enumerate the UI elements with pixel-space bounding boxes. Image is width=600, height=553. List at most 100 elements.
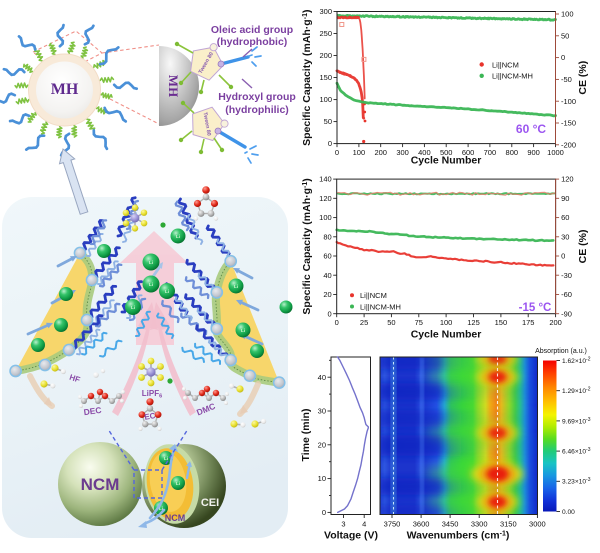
svg-text:Li: Li [234,284,238,289]
svg-text:Li: Li [176,234,180,239]
svg-text:LiPF6: LiPF6 [142,389,162,400]
svg-text:50: 50 [387,318,395,327]
svg-text:CE (%): CE (%) [577,61,589,95]
svg-text:120: 120 [319,194,332,203]
svg-text:150: 150 [495,318,508,327]
svg-text:100: 100 [440,318,453,327]
svg-text:0: 0 [335,318,339,327]
svg-text:140: 140 [319,175,332,184]
svg-text:CEI: CEI [201,497,219,509]
svg-text:25: 25 [360,318,368,327]
svg-text:0: 0 [328,139,332,148]
svg-text:300: 300 [319,7,332,16]
svg-text:1.62×10-2: 1.62×10-2 [562,356,591,365]
svg-text:200: 200 [319,51,332,60]
svg-text:NCM: NCM [81,475,120,494]
svg-text:3450: 3450 [442,520,459,529]
svg-text:Oleic acid group: Oleic acid group [211,24,293,36]
svg-text:Li: Li [165,289,169,294]
svg-text:Li||NCM-MH: Li||NCM-MH [360,303,401,312]
svg-text:100: 100 [353,148,366,157]
svg-text:Voltage (V): Voltage (V) [324,530,378,542]
svg-text:0: 0 [328,309,332,318]
svg-text:40: 40 [323,271,331,280]
svg-text:3: 3 [341,520,345,529]
svg-text:0: 0 [335,148,339,157]
svg-text:Li: Li [149,282,153,287]
svg-text:10: 10 [318,474,326,483]
svg-text:1.29×10-2: 1.29×10-2 [562,387,591,396]
svg-text:Li||NCM: Li||NCM [360,291,387,300]
svg-text:Hydroxyl group: Hydroxyl group [218,91,296,103]
svg-text:Time (min): Time (min) [300,409,312,462]
svg-text:100: 100 [561,10,574,19]
svg-text:600: 600 [462,148,475,157]
svg-text:Wavenumbers (cm-1): Wavenumbers (cm-1) [407,530,510,542]
svg-text:(hydrophobic): (hydrophobic) [217,36,288,48]
svg-text:3600: 3600 [413,520,430,529]
svg-text:Specific Capacity (mAh·g-1): Specific Capacity (mAh·g-1) [301,10,313,146]
svg-text:100: 100 [319,95,332,104]
svg-text:250: 250 [319,29,332,38]
svg-text:0.00: 0.00 [562,509,575,516]
svg-text:0: 0 [322,508,326,517]
svg-text:Li: Li [164,456,168,461]
svg-text:6.46×10-3: 6.46×10-3 [562,447,591,456]
svg-text:80: 80 [323,232,331,241]
svg-text:(hydrophilic): (hydrophilic) [225,104,289,116]
svg-text:700: 700 [484,148,497,157]
svg-text:150: 150 [319,73,332,82]
svg-text:50: 50 [561,31,569,40]
svg-text:50: 50 [324,117,332,126]
svg-text:3000: 3000 [529,520,546,529]
svg-text:Cycle Number: Cycle Number [411,329,482,341]
svg-text:30: 30 [561,232,569,241]
svg-text:-200: -200 [561,140,576,149]
svg-text:175: 175 [522,318,535,327]
svg-text:-90: -90 [561,309,572,318]
svg-text:75: 75 [415,318,423,327]
svg-text:CE (%): CE (%) [577,229,589,263]
svg-text:900: 900 [527,148,540,157]
svg-text:100: 100 [319,213,332,222]
svg-text:Li||NCM: Li||NCM [492,60,519,69]
svg-text:MH: MH [51,81,79,98]
svg-text:Cycle Number: Cycle Number [411,155,482,167]
svg-text:200: 200 [374,148,387,157]
svg-text:Li||NCM-MH: Li||NCM-MH [492,72,533,81]
svg-text:40: 40 [318,373,326,382]
svg-text:90: 90 [561,194,569,203]
svg-text:3.23×10-3: 3.23×10-3 [562,477,591,486]
svg-text:1000: 1000 [547,148,564,157]
svg-text:Li: Li [149,260,153,265]
svg-text:-50: -50 [561,75,572,84]
svg-text:120: 120 [561,175,574,184]
svg-text:3300: 3300 [471,520,488,529]
svg-text:-15 °C: -15 °C [519,302,552,314]
svg-text:400: 400 [418,148,431,157]
svg-text:60: 60 [323,252,331,261]
svg-text:300: 300 [396,148,409,157]
svg-text:Specific Capacity (mAh·g-1): Specific Capacity (mAh·g-1) [301,178,313,314]
svg-text:Li: Li [176,481,180,486]
svg-text:Tween 80: Tween 80 [202,112,212,137]
svg-text:Li: Li [131,305,135,310]
svg-text:DEC: DEC [83,405,102,417]
svg-text:NCM: NCM [165,513,186,523]
svg-text:200: 200 [549,318,562,327]
svg-text:60: 60 [561,213,569,222]
svg-text:0: 0 [561,252,565,261]
svg-text:Li: Li [159,506,163,511]
svg-text:4: 4 [362,520,366,529]
svg-text:20: 20 [323,290,331,299]
svg-text:-150: -150 [561,119,576,128]
svg-text:MH: MH [166,75,181,97]
svg-text:EC: EC [144,411,157,422]
svg-text:20: 20 [318,440,326,449]
svg-text:9.69×10-3: 9.69×10-3 [562,417,591,426]
svg-text:800: 800 [506,148,519,157]
svg-text:500: 500 [440,148,453,157]
svg-text:30: 30 [318,407,326,416]
svg-text:Li: Li [241,328,245,333]
svg-text:0: 0 [561,53,565,62]
